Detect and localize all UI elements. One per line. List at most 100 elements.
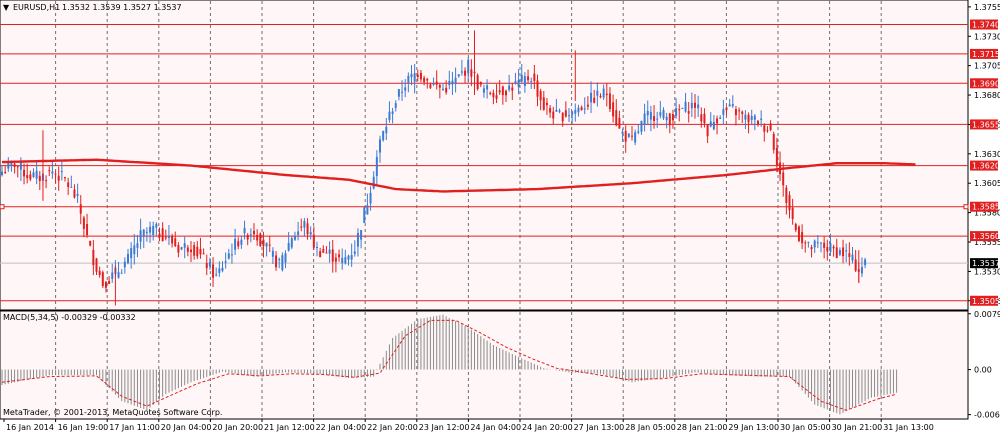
macd-histogram xyxy=(1,314,898,415)
candle-body xyxy=(70,186,73,188)
candle-body xyxy=(180,247,183,250)
candle-body xyxy=(832,246,835,249)
candle-body xyxy=(675,108,678,116)
candle-body xyxy=(457,74,460,77)
candle-body xyxy=(486,85,489,90)
time-tick-label: 28 Jan 21:00 xyxy=(677,423,728,432)
candle-body xyxy=(760,118,763,121)
candle-body xyxy=(60,171,63,173)
price-pane[interactable] xyxy=(0,0,969,311)
candle-body xyxy=(498,90,501,93)
candle-body xyxy=(426,78,429,81)
candle-body xyxy=(552,111,555,119)
level-price-label: 1.3715 xyxy=(972,50,1000,59)
candle-body xyxy=(451,80,454,85)
candle-body xyxy=(246,234,249,240)
candle-body xyxy=(7,161,10,169)
level-handle-right xyxy=(963,204,969,210)
candle-body xyxy=(331,249,334,262)
candle-body xyxy=(319,251,322,258)
candle-body xyxy=(369,192,372,204)
candle-body xyxy=(98,270,101,276)
candle-body xyxy=(120,272,123,274)
price-tick-label: 1.3730 xyxy=(974,32,1000,41)
candle-body xyxy=(89,240,92,246)
candle-body xyxy=(344,257,347,264)
candle-body xyxy=(829,243,832,252)
level-price-box xyxy=(970,78,998,89)
candle-body xyxy=(51,171,54,174)
candle-body xyxy=(388,111,391,121)
level-price-label: 1.3655 xyxy=(972,120,1000,129)
candle-body xyxy=(835,247,838,258)
candle-body xyxy=(205,263,208,269)
candle-body xyxy=(649,111,652,120)
candle-body xyxy=(429,84,432,88)
time-tick-label: 27 Jan 13:00 xyxy=(574,423,625,432)
current-price-box xyxy=(970,258,998,269)
candle-body xyxy=(467,59,470,74)
chart-dropdown-icon[interactable]: ▼ xyxy=(3,3,10,12)
candle-body xyxy=(854,259,857,271)
candle-body xyxy=(845,250,848,252)
candle-body xyxy=(167,235,170,238)
candle-body xyxy=(678,109,681,111)
ohlc-values: 1.3532 1.3539 1.3527 1.3537 xyxy=(62,3,182,12)
candle-body xyxy=(278,259,281,261)
candle-body xyxy=(653,115,656,121)
candle-body xyxy=(842,247,845,257)
candle-body xyxy=(1,171,3,176)
candle-body xyxy=(284,253,287,263)
level-price-box xyxy=(970,231,998,242)
candle-body xyxy=(593,97,596,103)
candle-body xyxy=(476,75,479,89)
candle-body xyxy=(618,117,621,129)
time-tick-label: 16 Jan 19:00 xyxy=(58,423,109,432)
candle-body xyxy=(826,247,829,252)
candle-body xyxy=(747,114,750,123)
candle-body xyxy=(694,102,696,108)
candle-body xyxy=(571,111,574,115)
candle-body xyxy=(293,235,296,240)
candle-body xyxy=(744,114,747,120)
level-price-label: 1.3620 xyxy=(972,162,1000,171)
candle-body xyxy=(309,232,312,235)
candle-body xyxy=(404,87,407,91)
candle-body xyxy=(568,115,570,117)
time-tick-label: 17 Jan 11:00 xyxy=(109,423,160,432)
candle-body xyxy=(26,175,29,179)
time-tick-label: 22 Jan 20:00 xyxy=(367,423,418,432)
candle-body xyxy=(45,180,48,182)
candle-body xyxy=(312,234,315,248)
candle-body xyxy=(379,139,381,153)
macd-label: MACD(5,34,5) -0.00329 -0.00332 xyxy=(3,313,136,322)
candle-body xyxy=(671,114,674,121)
candle-body xyxy=(851,254,854,261)
candle-body xyxy=(533,73,536,81)
candle-body xyxy=(848,253,851,257)
candle-body xyxy=(196,246,199,257)
candle-body xyxy=(432,83,435,85)
candle-body xyxy=(212,264,215,278)
candle-body xyxy=(149,226,152,233)
candle-body xyxy=(419,72,422,80)
macd-signal-line xyxy=(1,319,897,411)
time-tick-label: 22 Jan 04:00 xyxy=(316,423,367,432)
candle-body xyxy=(750,116,753,121)
candle-body xyxy=(152,225,155,236)
candle-body xyxy=(350,255,353,260)
candle-body xyxy=(681,108,684,110)
candle-body xyxy=(79,204,82,214)
candle-body xyxy=(64,177,66,179)
time-tick-label: 20 Jan 20:00 xyxy=(212,423,263,432)
price-tick-label: 1.3630 xyxy=(974,150,1000,159)
price-tick-label: 1.3680 xyxy=(974,91,1000,100)
candle-body xyxy=(322,248,325,253)
candle-body xyxy=(104,281,107,288)
candle-body xyxy=(599,96,602,98)
candles xyxy=(1,30,867,306)
level-price-label: 1.3690 xyxy=(972,79,1000,88)
horizontal-levels[interactable] xyxy=(0,24,969,302)
